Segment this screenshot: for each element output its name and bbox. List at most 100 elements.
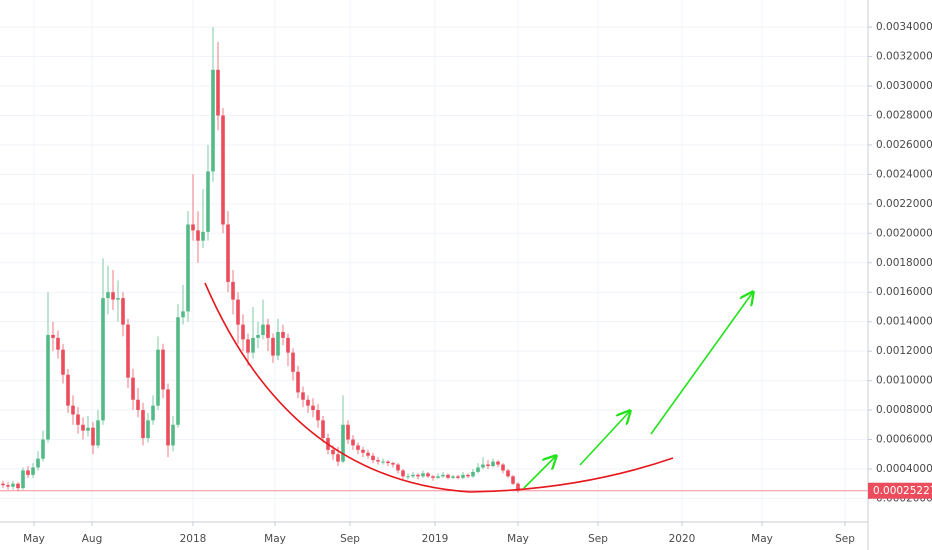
x-tick-label: Aug — [82, 533, 103, 545]
candle-body — [46, 334, 50, 440]
candle-body — [131, 377, 135, 400]
candle-body — [171, 424, 175, 446]
candle-body — [91, 427, 95, 446]
arrow — [523, 456, 556, 489]
candle-body — [181, 311, 185, 318]
candle-body — [306, 399, 310, 406]
candles — [0, 27, 868, 493]
x-tick-label: 2020 — [669, 533, 696, 545]
candle-body — [126, 324, 130, 378]
candle-body — [146, 420, 150, 439]
drawings — [204, 282, 753, 493]
candle-body — [476, 467, 480, 472]
candle-body — [166, 389, 170, 446]
candle-body — [281, 331, 285, 338]
candle-body — [296, 371, 300, 393]
candle-body — [321, 420, 325, 439]
candle-body — [251, 337, 255, 353]
candle-body — [451, 476, 455, 478]
candle-body — [396, 464, 400, 471]
candle-body — [11, 483, 15, 487]
grid — [0, 0, 868, 522]
candle-body — [436, 476, 440, 478]
candle-body — [516, 483, 520, 491]
candle-body — [381, 461, 385, 463]
candle-body — [221, 115, 225, 225]
candle-body — [226, 224, 230, 282]
candle-body — [391, 463, 395, 465]
candle-body — [366, 452, 370, 456]
candle-body — [271, 337, 275, 356]
x-tick-label: May — [751, 533, 773, 545]
candle-body — [51, 334, 55, 338]
candle-body — [386, 461, 390, 464]
candle-body — [216, 69, 220, 116]
candle-body — [31, 467, 35, 475]
candle-body — [456, 476, 460, 478]
candle-body — [426, 473, 430, 477]
candle-body — [511, 476, 515, 484]
candle-body — [116, 298, 120, 300]
candle-body — [1, 483, 5, 486]
candle-body — [136, 399, 140, 411]
candle-body — [141, 410, 145, 439]
candle-body — [431, 476, 435, 478]
candle-body — [286, 337, 290, 353]
candle-body — [201, 231, 205, 241]
candle-body — [371, 455, 375, 461]
candle-body — [506, 470, 510, 477]
y-tick-label: 0.00340000 — [876, 21, 932, 33]
candle-body — [356, 445, 360, 450]
candle-body — [351, 439, 355, 446]
x-tick-label: Sep — [588, 533, 608, 545]
candle-body — [341, 424, 345, 462]
candle-body — [471, 471, 475, 477]
candle-body — [96, 420, 100, 446]
candle-body — [56, 337, 60, 350]
x-tick-label: May — [23, 533, 45, 545]
candle-body — [416, 474, 420, 477]
candle-body — [36, 458, 40, 468]
candle-body — [491, 461, 495, 467]
candle-body — [411, 474, 415, 477]
candle-body — [316, 410, 320, 421]
candle-body — [311, 405, 315, 411]
arrow — [650, 292, 753, 435]
x-tick-label: Sep — [835, 533, 855, 545]
candle-body — [361, 449, 365, 453]
candle-body — [376, 460, 380, 462]
last-price-tag — [868, 482, 932, 499]
x-tick-label: Sep — [340, 533, 360, 545]
candle-body — [301, 392, 305, 400]
x-tick-label: 2019 — [422, 533, 449, 545]
candle-body — [266, 324, 270, 338]
candle-body — [86, 427, 90, 431]
candle-body — [461, 474, 465, 478]
last-price-label: 0.00025227 — [873, 485, 932, 497]
x-tick-label: May — [264, 533, 286, 545]
candle-body — [26, 470, 30, 475]
candle-body — [246, 339, 250, 353]
candle-body — [186, 224, 190, 312]
candle-body — [66, 374, 70, 406]
candle-body — [241, 324, 245, 340]
candle-body — [401, 470, 405, 477]
x-tick-label: May — [507, 533, 529, 545]
candle-body — [16, 483, 20, 489]
candle-body — [276, 331, 280, 356]
candle-body — [336, 454, 340, 462]
candle-body — [481, 464, 485, 468]
candle-body — [156, 349, 160, 406]
candle-body — [291, 352, 295, 372]
